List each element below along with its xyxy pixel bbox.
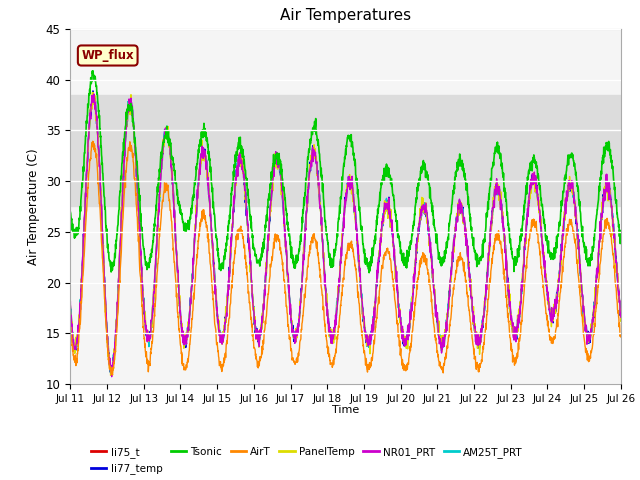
Bar <box>70 95 621 206</box>
Text: WP_flux: WP_flux <box>81 49 134 62</box>
Legend: li75_t, li77_temp, Tsonic, AirT, PanelTemp, NR01_PRT, AM25T_PRT: li75_t, li77_temp, Tsonic, AirT, PanelTe… <box>86 443 527 478</box>
Title: Air Temperatures: Air Temperatures <box>280 9 411 24</box>
Y-axis label: Air Temperature (C): Air Temperature (C) <box>28 148 40 264</box>
X-axis label: Time: Time <box>332 405 359 415</box>
